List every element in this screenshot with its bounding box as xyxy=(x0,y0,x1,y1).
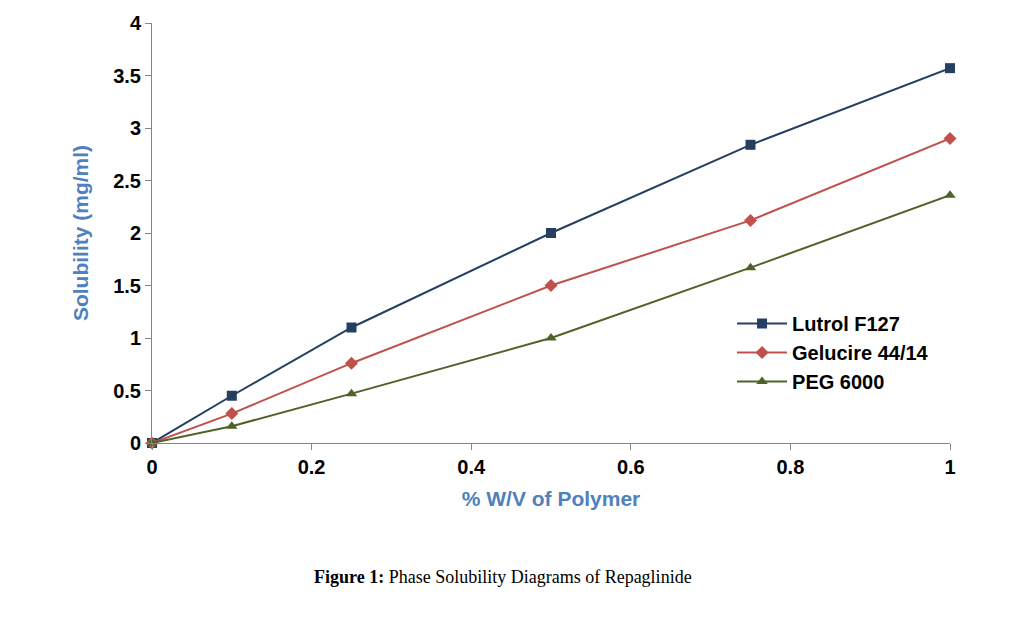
svg-text:0.8: 0.8 xyxy=(776,456,804,478)
svg-text:0.2: 0.2 xyxy=(298,456,326,478)
svg-text:% W/V of Polymer: % W/V of Polymer xyxy=(462,487,641,510)
svg-text:2.5: 2.5 xyxy=(113,170,141,192)
svg-text:0: 0 xyxy=(130,432,141,454)
svg-text:1: 1 xyxy=(130,327,141,349)
svg-text:PEG 6000: PEG 6000 xyxy=(792,371,884,393)
svg-text:2: 2 xyxy=(130,222,141,244)
svg-text:Figure 1: Phase Solubility Dia: Figure 1: Phase Solubility Diagrams of R… xyxy=(314,567,692,587)
svg-text:Gelucire 44/14: Gelucire 44/14 xyxy=(792,342,929,364)
svg-text:1.5: 1.5 xyxy=(113,275,141,297)
svg-text:4: 4 xyxy=(130,12,142,34)
svg-text:0.5: 0.5 xyxy=(113,380,141,402)
svg-text:3.5: 3.5 xyxy=(113,65,141,87)
svg-text:0.6: 0.6 xyxy=(617,456,645,478)
svg-text:Solubility (mg/ml): Solubility (mg/ml) xyxy=(69,145,92,321)
svg-text:0: 0 xyxy=(146,456,157,478)
svg-text:0.4: 0.4 xyxy=(457,456,486,478)
svg-text:3: 3 xyxy=(130,117,141,139)
svg-text:Lutrol F127: Lutrol F127 xyxy=(792,313,900,335)
svg-text:1: 1 xyxy=(944,456,955,478)
